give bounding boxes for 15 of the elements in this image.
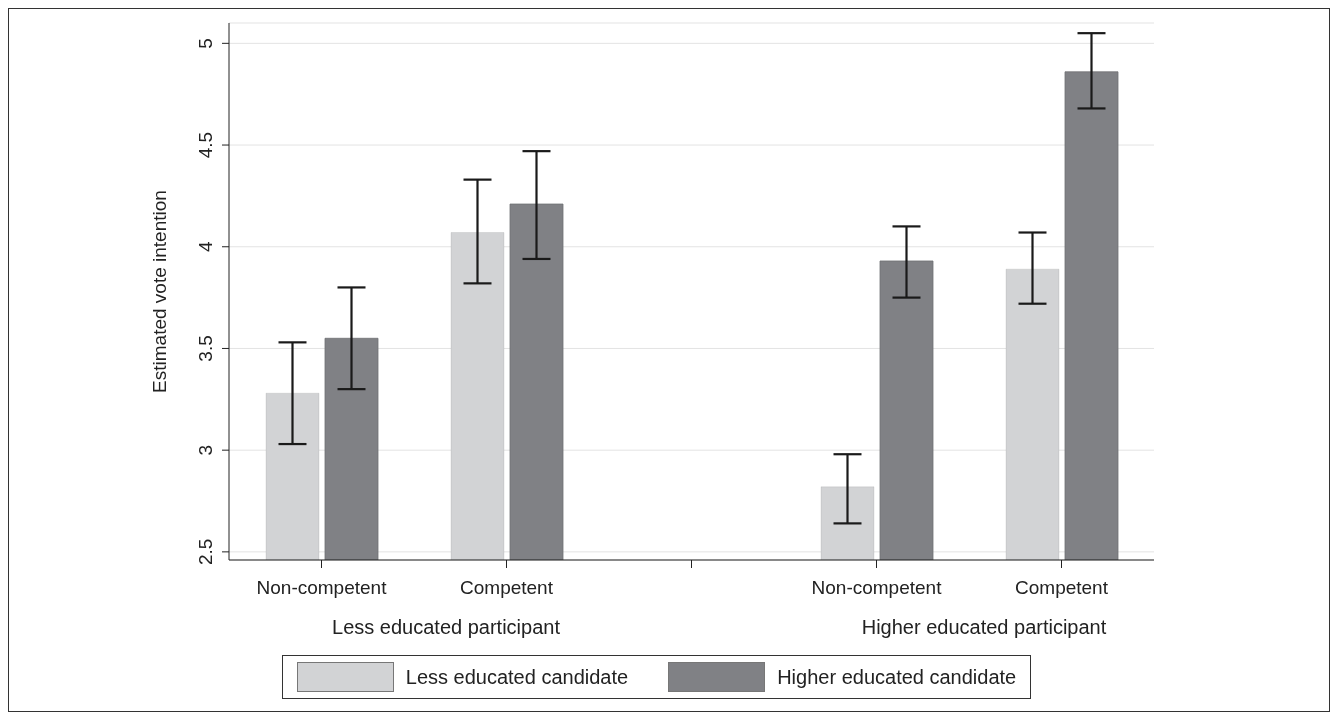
legend-label: Less educated candidate (405, 665, 629, 689)
y-axis-title: Estimated vote intention (148, 190, 170, 393)
x-tick-label: Non-competent (811, 577, 943, 598)
x-tick-label: Competent (1015, 577, 1109, 598)
x-tick-label: Non-competent (256, 577, 388, 598)
text: Less educated participant (331, 616, 561, 639)
text: Higher educated participant (860, 616, 1108, 639)
y-tick-label: 3 (195, 444, 216, 456)
y-tick-label: 3.5 (195, 335, 216, 362)
y-tick-label: 5 (195, 38, 216, 49)
y-tick-label: 2.5 (195, 538, 216, 566)
y-tick-label: 4.5 (195, 131, 216, 159)
y-tick-label: 4 (195, 241, 216, 253)
x-tick-label: Competent (460, 577, 554, 598)
legend-label: Higher educated candidate (777, 665, 1017, 689)
